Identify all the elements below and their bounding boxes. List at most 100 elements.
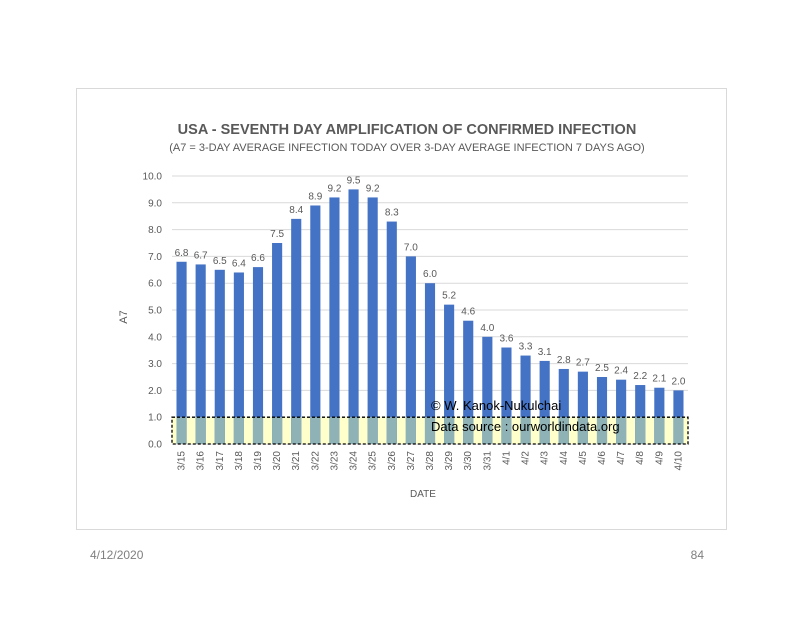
bar-band-overlap (501, 417, 512, 444)
bar (405, 256, 416, 444)
data-label: 6.7 (194, 250, 208, 261)
x-tick-label: 3/19 (253, 451, 264, 471)
x-tick-label: 3/18 (234, 451, 245, 471)
chart-title: USA - SEVENTH DAY AMPLIFICATION OF CONFI… (178, 122, 637, 138)
y-tick-label: 10.0 (143, 172, 163, 183)
bar (272, 243, 283, 444)
bar (635, 385, 646, 444)
y-tick-label: 3.0 (148, 359, 162, 370)
bar-band-overlap (310, 417, 321, 444)
bar (539, 360, 550, 444)
data-label: 4.6 (461, 307, 475, 318)
bar-band-overlap (272, 417, 283, 444)
bar (233, 272, 244, 444)
slide-page-number: 84 (690, 548, 704, 562)
y-tick-label: 7.0 (148, 252, 162, 263)
x-tick-label: 4/8 (635, 451, 646, 465)
slide-date: 4/12/2020 (90, 548, 144, 562)
x-tick-label: 3/16 (196, 451, 207, 471)
x-tick-label: 4/2 (521, 451, 532, 465)
data-label: 2.4 (614, 366, 628, 377)
bar-band-overlap (520, 417, 531, 444)
x-tick-label: 4/1 (501, 451, 512, 465)
bar (214, 269, 225, 444)
data-label: 9.2 (327, 183, 341, 194)
data-label: 6.6 (251, 253, 265, 264)
bar (386, 221, 397, 444)
bar (596, 377, 608, 444)
y-tick-label: 8.0 (148, 225, 162, 236)
data-source: Data source : ourworldindata.org (431, 419, 620, 434)
bar-band-overlap (195, 417, 206, 444)
x-tick-label: 3/20 (272, 451, 283, 471)
data-label: 7.0 (404, 242, 418, 253)
y-tick-label: 2.0 (148, 386, 162, 397)
threshold-band-outline (171, 416, 689, 445)
bar (291, 218, 302, 444)
data-label: 6.5 (213, 256, 227, 267)
bar-band-overlap (252, 417, 264, 444)
bar-band-overlap (616, 417, 627, 444)
bar-band-overlap (482, 417, 493, 444)
data-label: 3.6 (499, 334, 513, 345)
x-tick-label: 3/21 (291, 451, 302, 471)
data-label: 9.5 (347, 175, 361, 186)
bar (310, 205, 321, 444)
data-label: 3.3 (519, 342, 533, 353)
bar-band-overlap (367, 417, 378, 444)
bar-band-overlap (214, 417, 225, 444)
bar-band-overlap (291, 417, 302, 444)
x-tick-label: 4/9 (654, 451, 665, 465)
bar (558, 368, 569, 444)
bar (577, 371, 588, 444)
y-tick-label: 1.0 (148, 413, 162, 424)
data-label: 5.2 (442, 291, 456, 302)
bar-chart: USA - SEVENTH DAY AMPLIFICATION OF CONFI… (118, 122, 689, 500)
bar-band-overlap (635, 417, 646, 444)
data-label: 6.4 (232, 258, 246, 269)
bar-band-overlap (444, 417, 455, 444)
chart-subtitle: (A7 = 3-DAY AVERAGE INFECTION TODAY OVER… (169, 142, 644, 154)
y-tick-label: 5.0 (148, 306, 162, 317)
x-tick-label: 3/26 (387, 451, 398, 471)
bar-band-overlap (405, 417, 416, 444)
x-tick-label: 3/28 (425, 451, 436, 471)
x-tick-label: 3/29 (444, 451, 455, 471)
bar (424, 283, 436, 444)
bar (501, 347, 512, 444)
bar (616, 379, 627, 444)
x-tick-label: 4/5 (578, 451, 589, 465)
x-tick-label: 3/23 (329, 451, 340, 471)
data-label: 7.5 (270, 229, 284, 240)
bar (463, 320, 474, 444)
bar (348, 189, 359, 444)
bar (444, 304, 455, 444)
bar-band-overlap (654, 417, 665, 444)
bar-band-overlap (558, 417, 569, 444)
data-label: 2.8 (557, 355, 571, 366)
y-tick-label: 6.0 (148, 279, 162, 290)
x-axis-label: DATE (410, 489, 436, 500)
bar-band-overlap (673, 417, 684, 444)
bar-band-overlap (463, 417, 474, 444)
x-tick-label: 3/25 (368, 451, 379, 471)
x-tick-label: 4/10 (673, 451, 684, 471)
data-label: 2.1 (652, 374, 666, 385)
bar-band-overlap (348, 417, 359, 444)
data-label: 8.4 (289, 205, 303, 216)
x-tick-label: 3/30 (463, 451, 474, 471)
bar-band-overlap (539, 417, 550, 444)
x-tick-label: 3/17 (215, 451, 226, 471)
data-label: 3.1 (538, 347, 552, 358)
data-label: 6.8 (175, 248, 189, 259)
data-label: 2.0 (671, 376, 685, 387)
x-tick-label: 4/7 (616, 451, 627, 465)
data-label: 2.2 (633, 371, 647, 382)
bar-band-overlap (386, 417, 397, 444)
bar (176, 261, 187, 444)
bar (654, 387, 665, 444)
x-tick-label: 3/31 (482, 451, 493, 471)
bar-band-overlap (577, 417, 588, 444)
x-tick-label: 4/6 (597, 451, 608, 465)
bar (367, 197, 378, 444)
